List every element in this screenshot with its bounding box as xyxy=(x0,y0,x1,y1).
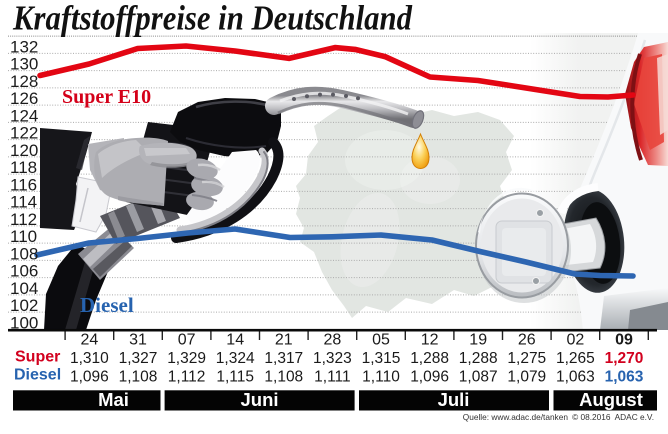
svg-text:102: 102 xyxy=(10,296,38,315)
svg-text:126: 126 xyxy=(10,89,38,108)
svg-text:118: 118 xyxy=(10,158,37,177)
svg-text:1,315: 1,315 xyxy=(362,350,401,367)
svg-text:14: 14 xyxy=(226,332,244,349)
svg-text:112: 112 xyxy=(10,210,37,229)
svg-text:Juli: Juli xyxy=(438,389,470,410)
svg-text:Quelle: www.adac.de/tanken © 0: Quelle: www.adac.de/tanken © 08.2016 ADA… xyxy=(463,412,654,422)
svg-text:Super: Super xyxy=(15,349,60,366)
svg-text:124: 124 xyxy=(10,106,38,125)
svg-text:1,265: 1,265 xyxy=(556,350,595,367)
svg-text:21: 21 xyxy=(275,332,293,349)
svg-text:1,108: 1,108 xyxy=(264,368,303,385)
svg-text:Kraftstoffpreise in Deutschlan: Kraftstoffpreise in Deutschland xyxy=(12,0,412,38)
svg-text:108: 108 xyxy=(10,245,38,264)
svg-text:Diesel: Diesel xyxy=(14,367,61,384)
svg-text:110: 110 xyxy=(10,227,37,246)
svg-text:09: 09 xyxy=(615,332,633,349)
svg-text:100: 100 xyxy=(10,314,38,333)
svg-text:02: 02 xyxy=(567,332,585,349)
svg-text:1,115: 1,115 xyxy=(216,368,254,385)
svg-text:12: 12 xyxy=(421,332,439,349)
svg-text:26: 26 xyxy=(518,332,536,349)
svg-text:1,096: 1,096 xyxy=(410,368,449,385)
svg-text:1,110: 1,110 xyxy=(362,368,400,385)
svg-text:1,324: 1,324 xyxy=(216,350,255,367)
svg-text:120: 120 xyxy=(10,141,38,160)
svg-text:28: 28 xyxy=(324,332,342,349)
svg-text:1,108: 1,108 xyxy=(119,368,158,385)
svg-text:1,317: 1,317 xyxy=(264,350,303,367)
svg-text:1,087: 1,087 xyxy=(459,368,498,385)
svg-text:31: 31 xyxy=(129,332,147,349)
svg-text:130: 130 xyxy=(10,55,38,74)
svg-text:1,288: 1,288 xyxy=(410,350,449,367)
svg-text:116: 116 xyxy=(10,175,37,194)
svg-text:1,063: 1,063 xyxy=(605,368,644,385)
svg-text:24: 24 xyxy=(81,332,99,349)
svg-text:Super E10: Super E10 xyxy=(62,86,151,108)
svg-text:05: 05 xyxy=(372,332,390,349)
svg-text:1,111: 1,111 xyxy=(314,368,351,385)
svg-text:1,063: 1,063 xyxy=(556,368,595,385)
svg-text:Juni: Juni xyxy=(240,389,278,410)
svg-text:1,323: 1,323 xyxy=(313,350,352,367)
svg-text:07: 07 xyxy=(178,332,196,349)
svg-text:114: 114 xyxy=(10,193,37,212)
svg-text:Mai: Mai xyxy=(98,389,129,410)
svg-text:122: 122 xyxy=(10,124,38,143)
svg-text:132: 132 xyxy=(10,38,38,57)
svg-text:1,327: 1,327 xyxy=(119,350,158,367)
svg-text:August: August xyxy=(579,389,643,410)
svg-text:1,270: 1,270 xyxy=(605,350,644,367)
svg-text:1,329: 1,329 xyxy=(167,350,206,367)
svg-text:1,310: 1,310 xyxy=(70,350,109,367)
svg-text:19: 19 xyxy=(469,332,487,349)
svg-text:1,288: 1,288 xyxy=(459,350,498,367)
svg-text:104: 104 xyxy=(10,279,38,298)
svg-text:128: 128 xyxy=(10,72,38,91)
svg-text:1,112: 1,112 xyxy=(168,368,206,385)
svg-text:Diesel: Diesel xyxy=(80,293,134,317)
svg-text:1,096: 1,096 xyxy=(70,368,109,385)
svg-text:106: 106 xyxy=(10,262,38,281)
svg-text:1,275: 1,275 xyxy=(507,350,546,367)
svg-text:1,079: 1,079 xyxy=(507,368,546,385)
